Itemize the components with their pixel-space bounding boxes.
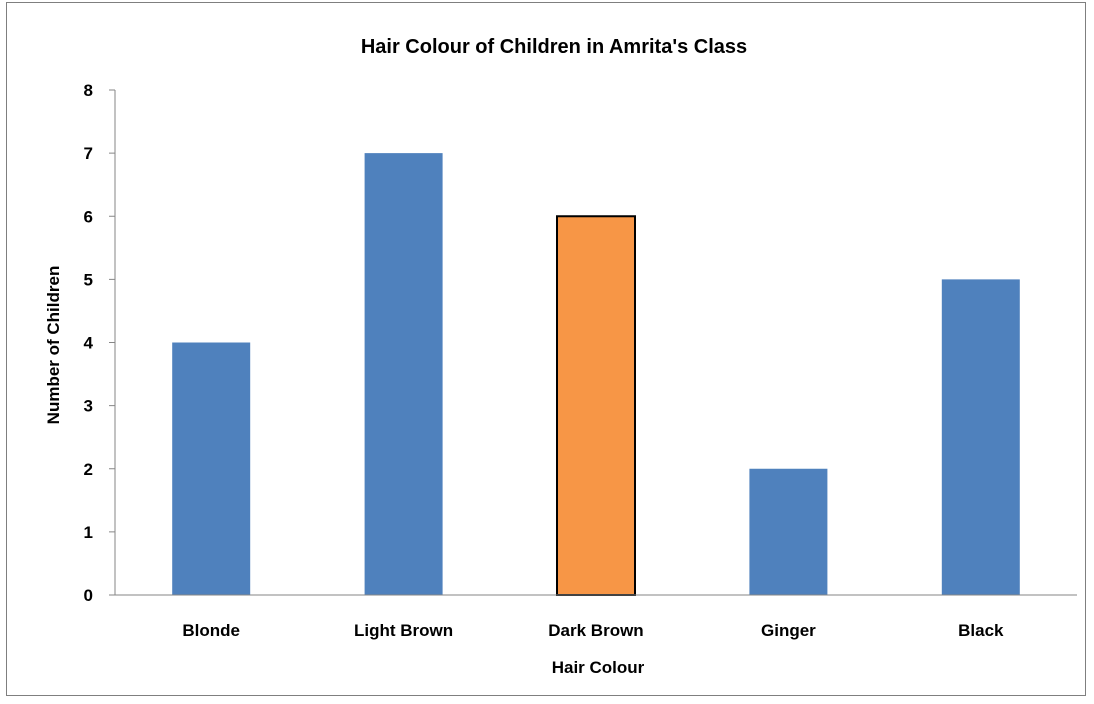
x-tick-label: Blonde [182, 621, 240, 640]
x-tick-label: Black [958, 621, 1004, 640]
y-axis-title: Number of Children [44, 266, 63, 425]
y-tick-label: 6 [84, 207, 93, 226]
y-tick-label: 3 [84, 397, 93, 416]
chart-frame: Hair Colour of Children in Amrita's Clas… [6, 2, 1086, 696]
y-tick-label: 2 [84, 460, 93, 479]
x-tick-label: Dark Brown [548, 621, 643, 640]
plot-area: 0 1 2 3 4 5 6 7 8 Blonde Light Brown Dark Brown Ging… [84, 81, 1077, 640]
bar-light-brown [364, 153, 443, 595]
y-tick-label: 0 [84, 586, 93, 605]
x-tick-label: Light Brown [354, 621, 453, 640]
y-tick-label: 4 [84, 334, 94, 353]
bar-dark-brown [556, 215, 636, 596]
bar-blonde [172, 342, 251, 595]
bar-chart: Hair Colour of Children in Amrita's Clas… [44, 36, 1077, 677]
x-tick-label: Ginger [761, 621, 816, 640]
y-tick-label: 7 [84, 144, 93, 163]
bar-ginger [749, 468, 828, 595]
chart-title: Hair Colour of Children in Amrita's Clas… [361, 36, 747, 58]
bar-black [941, 279, 1020, 595]
y-tick-label: 1 [84, 523, 93, 542]
x-axis-title: Hair Colour [552, 658, 645, 677]
y-tick-label: 8 [84, 81, 93, 100]
y-tick-label: 5 [84, 270, 93, 289]
